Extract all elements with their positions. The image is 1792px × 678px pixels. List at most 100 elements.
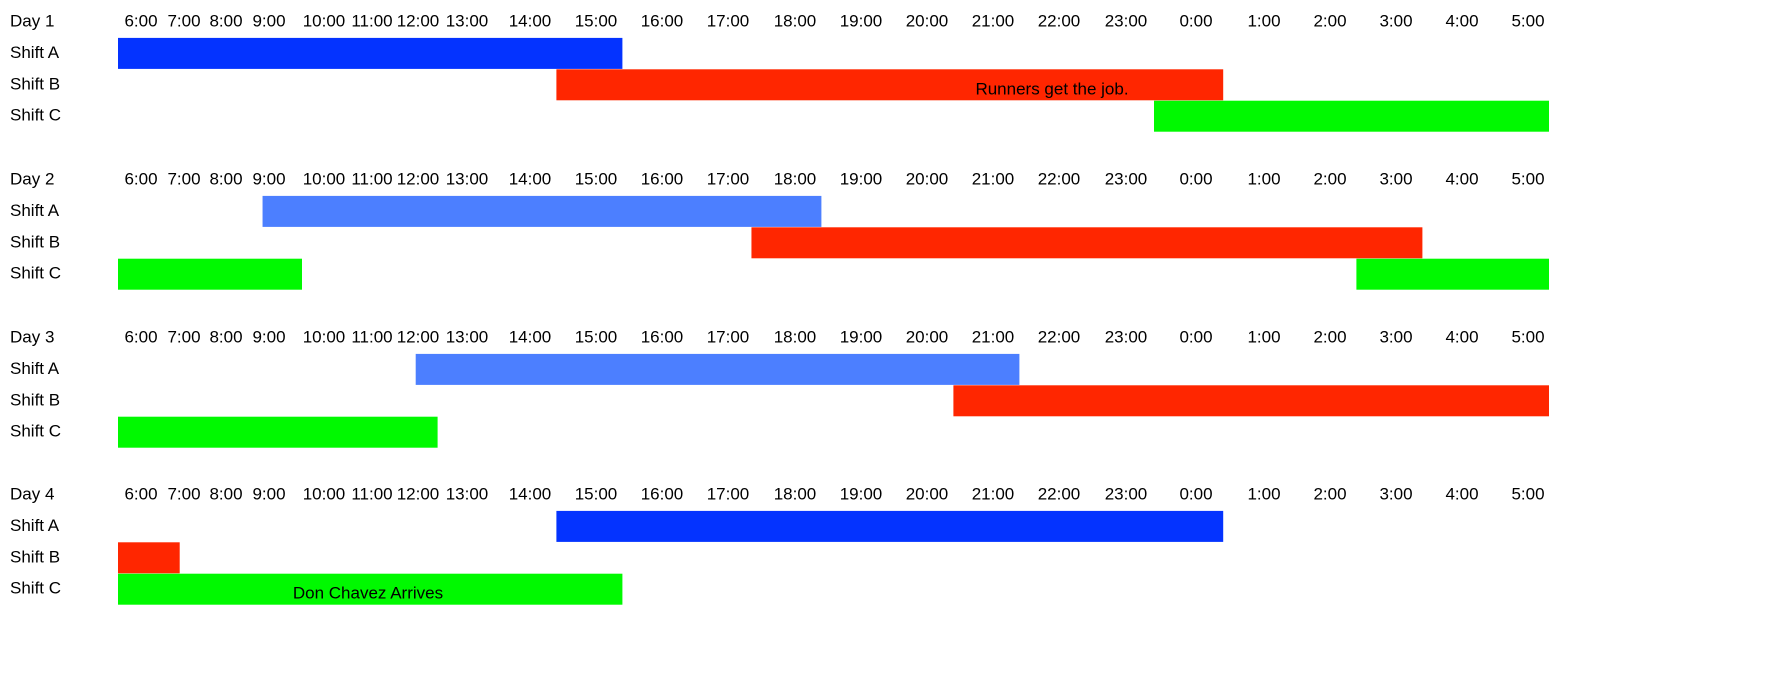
shift-bar	[953, 385, 1549, 417]
hour-tick-label: 12:00	[397, 484, 440, 503]
hour-tick-label: 11:00	[351, 327, 392, 346]
hour-tick-label: 4:00	[1445, 484, 1478, 503]
hour-tick-label: 8:00	[209, 169, 242, 188]
shift-label: Shift B	[10, 547, 60, 566]
hour-tick-label: 18:00	[774, 169, 817, 188]
hour-tick-label: 0:00	[1179, 484, 1212, 503]
hour-tick-label: 12:00	[397, 169, 440, 188]
hour-tick-label: 1:00	[1247, 169, 1280, 188]
hour-tick-label: 3:00	[1379, 484, 1412, 503]
hour-tick-label: 17:00	[707, 484, 750, 503]
hour-tick-label: 9:00	[252, 484, 285, 503]
hour-tick-label: 8:00	[209, 484, 242, 503]
hour-tick-label: 18:00	[774, 11, 817, 30]
hour-tick-label: 22:00	[1038, 327, 1081, 346]
hour-tick-label: 0:00	[1179, 169, 1212, 188]
shift-bar	[118, 37, 623, 69]
hour-tick-label: 6:00	[124, 327, 157, 346]
day-label: Day 4	[10, 484, 54, 503]
hour-tick-label: 15:00	[575, 484, 618, 503]
hour-tick-label: 4:00	[1445, 327, 1478, 346]
hour-tick-label: 10:00	[303, 327, 346, 346]
hour-tick-label: 7:00	[167, 11, 200, 30]
hour-tick-label: 10:00	[303, 11, 346, 30]
hour-tick-label: 11:00	[351, 11, 392, 30]
hour-tick-label: 1:00	[1247, 11, 1280, 30]
day-label: Day 1	[10, 11, 54, 30]
hour-tick-label: 2:00	[1313, 484, 1346, 503]
hour-tick-label: 5:00	[1511, 484, 1544, 503]
shift-label: Shift C	[10, 264, 61, 283]
hour-tick-label: 21:00	[972, 11, 1015, 30]
hour-tick-label: 20:00	[906, 11, 949, 30]
hour-tick-label: 7:00	[167, 169, 200, 188]
shift-label: Shift A	[10, 359, 60, 378]
hour-tick-label: 13:00	[446, 169, 489, 188]
hour-tick-label: 22:00	[1038, 169, 1081, 188]
hour-tick-label: 5:00	[1511, 327, 1544, 346]
hour-tick-label: 2:00	[1313, 11, 1346, 30]
shift-bar	[118, 416, 438, 448]
hour-tick-label: 4:00	[1445, 169, 1478, 188]
shift-bar	[118, 542, 180, 574]
shift-label: Shift A	[10, 516, 60, 535]
hour-tick-label: 7:00	[167, 484, 200, 503]
hour-tick-label: 19:00	[840, 327, 883, 346]
hour-tick-label: 20:00	[906, 327, 949, 346]
hour-tick-label: 1:00	[1247, 484, 1280, 503]
hour-tick-label: 6:00	[124, 169, 157, 188]
hour-tick-label: 13:00	[446, 11, 489, 30]
hour-tick-label: 21:00	[972, 484, 1015, 503]
shift-bar	[556, 510, 1224, 542]
hour-tick-label: 12:00	[397, 11, 440, 30]
hour-tick-label: 10:00	[303, 484, 346, 503]
hour-tick-label: 6:00	[124, 11, 157, 30]
hour-tick-label: 19:00	[840, 11, 883, 30]
shift-bar	[1356, 258, 1549, 290]
shift-label: Shift A	[10, 43, 60, 62]
day-label: Day 3	[10, 327, 54, 346]
hour-tick-label: 17:00	[707, 169, 750, 188]
hour-tick-label: 23:00	[1105, 11, 1148, 30]
hour-tick-label: 2:00	[1313, 327, 1346, 346]
hour-tick-label: 19:00	[840, 484, 883, 503]
hour-tick-label: 9:00	[252, 169, 285, 188]
bar-annotation: Don Chavez Arrives	[293, 584, 443, 603]
shift-label: Shift A	[10, 201, 60, 220]
hour-tick-label: 22:00	[1038, 11, 1081, 30]
hour-tick-label: 3:00	[1379, 327, 1412, 346]
hour-tick-label: 17:00	[707, 327, 750, 346]
bar-annotation: Runners get the job.	[975, 79, 1128, 98]
hour-tick-label: 22:00	[1038, 484, 1081, 503]
hour-tick-label: 14:00	[509, 327, 552, 346]
hour-tick-label: 6:00	[124, 484, 157, 503]
hour-tick-label: 17:00	[707, 11, 750, 30]
hour-tick-label: 12:00	[397, 327, 440, 346]
shift-bar	[415, 353, 1020, 385]
hour-tick-label: 8:00	[209, 11, 242, 30]
hour-tick-label: 21:00	[972, 327, 1015, 346]
hour-tick-label: 15:00	[575, 169, 618, 188]
hour-tick-label: 1:00	[1247, 327, 1280, 346]
shift-label: Shift B	[10, 390, 60, 409]
hour-tick-label: 13:00	[446, 484, 489, 503]
shift-bar	[751, 227, 1423, 259]
shift-label: Shift B	[10, 74, 60, 93]
shift-bar	[556, 69, 1224, 101]
hour-tick-label: 10:00	[303, 169, 346, 188]
hour-tick-label: 19:00	[840, 169, 883, 188]
shift-bar	[1154, 100, 1549, 132]
hour-tick-label: 3:00	[1379, 169, 1412, 188]
hour-tick-label: 4:00	[1445, 11, 1478, 30]
hour-tick-label: 21:00	[972, 169, 1015, 188]
hour-tick-label: 23:00	[1105, 169, 1148, 188]
shift-bar	[262, 195, 822, 227]
hour-tick-label: 16:00	[641, 484, 684, 503]
hour-tick-label: 9:00	[252, 327, 285, 346]
hour-tick-label: 5:00	[1511, 11, 1544, 30]
hour-tick-label: 3:00	[1379, 11, 1412, 30]
hour-tick-label: 7:00	[167, 327, 200, 346]
hour-tick-label: 16:00	[641, 327, 684, 346]
hour-tick-label: 15:00	[575, 11, 618, 30]
